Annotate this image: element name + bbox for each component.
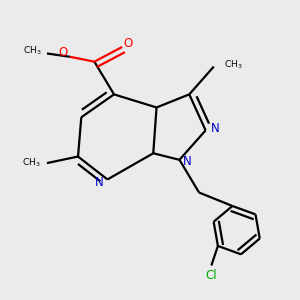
Text: N: N (211, 122, 220, 135)
Text: CH$_3$: CH$_3$ (23, 45, 42, 57)
Text: CH$_3$: CH$_3$ (22, 157, 40, 169)
Text: CH$_3$: CH$_3$ (224, 59, 242, 71)
Text: N: N (95, 176, 104, 189)
Text: O: O (124, 37, 133, 50)
Text: O: O (59, 46, 68, 59)
Text: N: N (183, 155, 192, 168)
Text: Cl: Cl (206, 269, 217, 282)
